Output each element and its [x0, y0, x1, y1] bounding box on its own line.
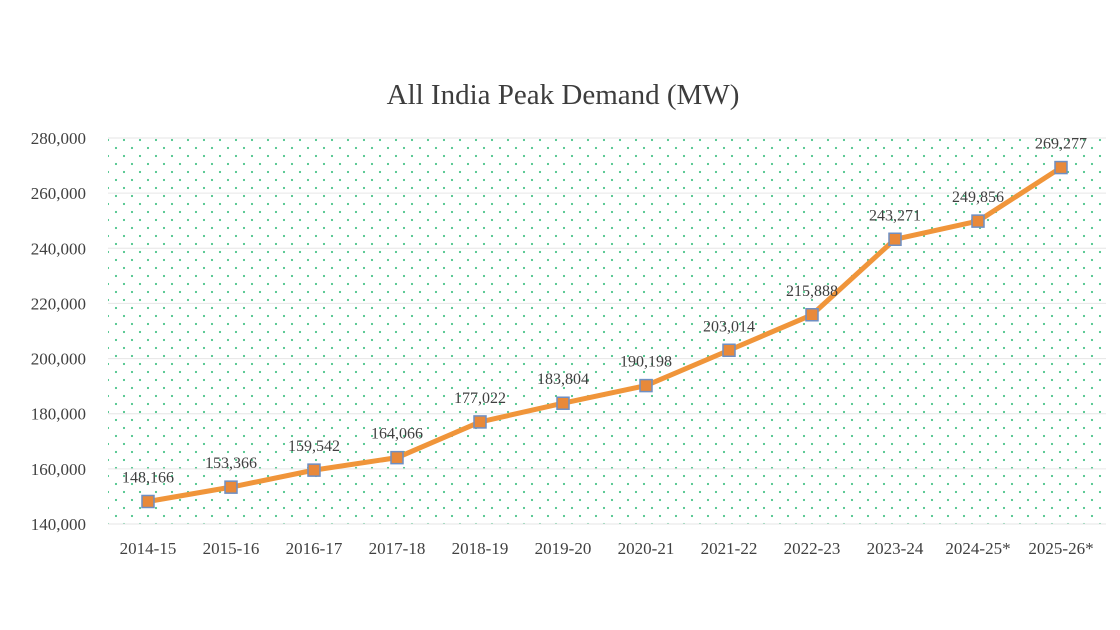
data-label: 148,166	[122, 469, 174, 486]
x-tick-label: 2025-26*	[1028, 539, 1093, 558]
x-tick-label: 2014-15	[120, 539, 177, 558]
x-tick-label: 2017-18	[369, 539, 426, 558]
data-point-marker	[556, 396, 570, 410]
data-point-marker	[473, 415, 487, 429]
data-point-marker	[307, 463, 321, 477]
data-label: 243,271	[869, 207, 921, 224]
data-point-marker	[224, 480, 238, 494]
y-tick-label: 220,000	[31, 294, 86, 313]
x-tick-label: 2024-25*	[945, 539, 1010, 558]
data-point-marker	[971, 214, 985, 228]
x-tick-label: 2019-20	[535, 539, 592, 558]
data-label: 249,856	[952, 189, 1004, 206]
y-tick-label: 180,000	[31, 405, 86, 424]
x-tick-label: 2023-24	[867, 539, 924, 558]
data-label: 190,198	[620, 354, 672, 371]
series-line	[145, 165, 1064, 504]
x-tick-label: 2021-22	[701, 539, 758, 558]
data-point-marker	[888, 232, 902, 247]
x-tick-label: 2022-23	[784, 539, 841, 558]
data-label: 183,804	[537, 371, 589, 388]
chart-title: All India Peak Demand (MW)	[387, 79, 740, 111]
y-tick-label: 200,000	[31, 350, 86, 369]
y-tick-label: 260,000	[31, 184, 86, 203]
data-point-marker	[1054, 160, 1068, 175]
data-label: 203,014	[703, 318, 755, 335]
data-label: 215,888	[786, 283, 838, 300]
data-point-marker	[805, 308, 819, 322]
data-label: 269,277	[1035, 136, 1087, 153]
data-labels: 148,166 153,366 159,542 164,066 177,022 183,8…	[122, 136, 1087, 487]
data-label: 159,542	[288, 438, 340, 455]
x-tick-label: 2015-16	[203, 539, 260, 558]
data-point-marker	[639, 378, 653, 393]
x-tick-label: 2016-17	[286, 539, 343, 558]
data-label: 153,366	[205, 455, 257, 472]
data-label: 177,022	[454, 390, 506, 407]
x-axis: 2014-15 2015-16 2016-17 2017-18 2018-19 2019-…	[120, 539, 1094, 558]
y-tick-label: 140,000	[31, 515, 86, 534]
x-tick-label: 2018-19	[452, 539, 509, 558]
data-point-marker	[722, 343, 736, 358]
y-axis: 140,000 160,000 180,000 200,000 220,000 240,0…	[31, 129, 1106, 534]
series-peak-demand	[141, 160, 1068, 509]
y-tick-label: 280,000	[31, 129, 86, 148]
y-tick-label: 240,000	[31, 239, 86, 258]
data-point-marker	[141, 494, 155, 509]
plot-area-dot-pattern	[108, 138, 1106, 524]
y-tick-label: 160,000	[31, 460, 86, 479]
data-point-marker	[390, 450, 404, 465]
data-label: 164,066	[371, 426, 423, 443]
x-tick-label: 2020-21	[618, 539, 675, 558]
